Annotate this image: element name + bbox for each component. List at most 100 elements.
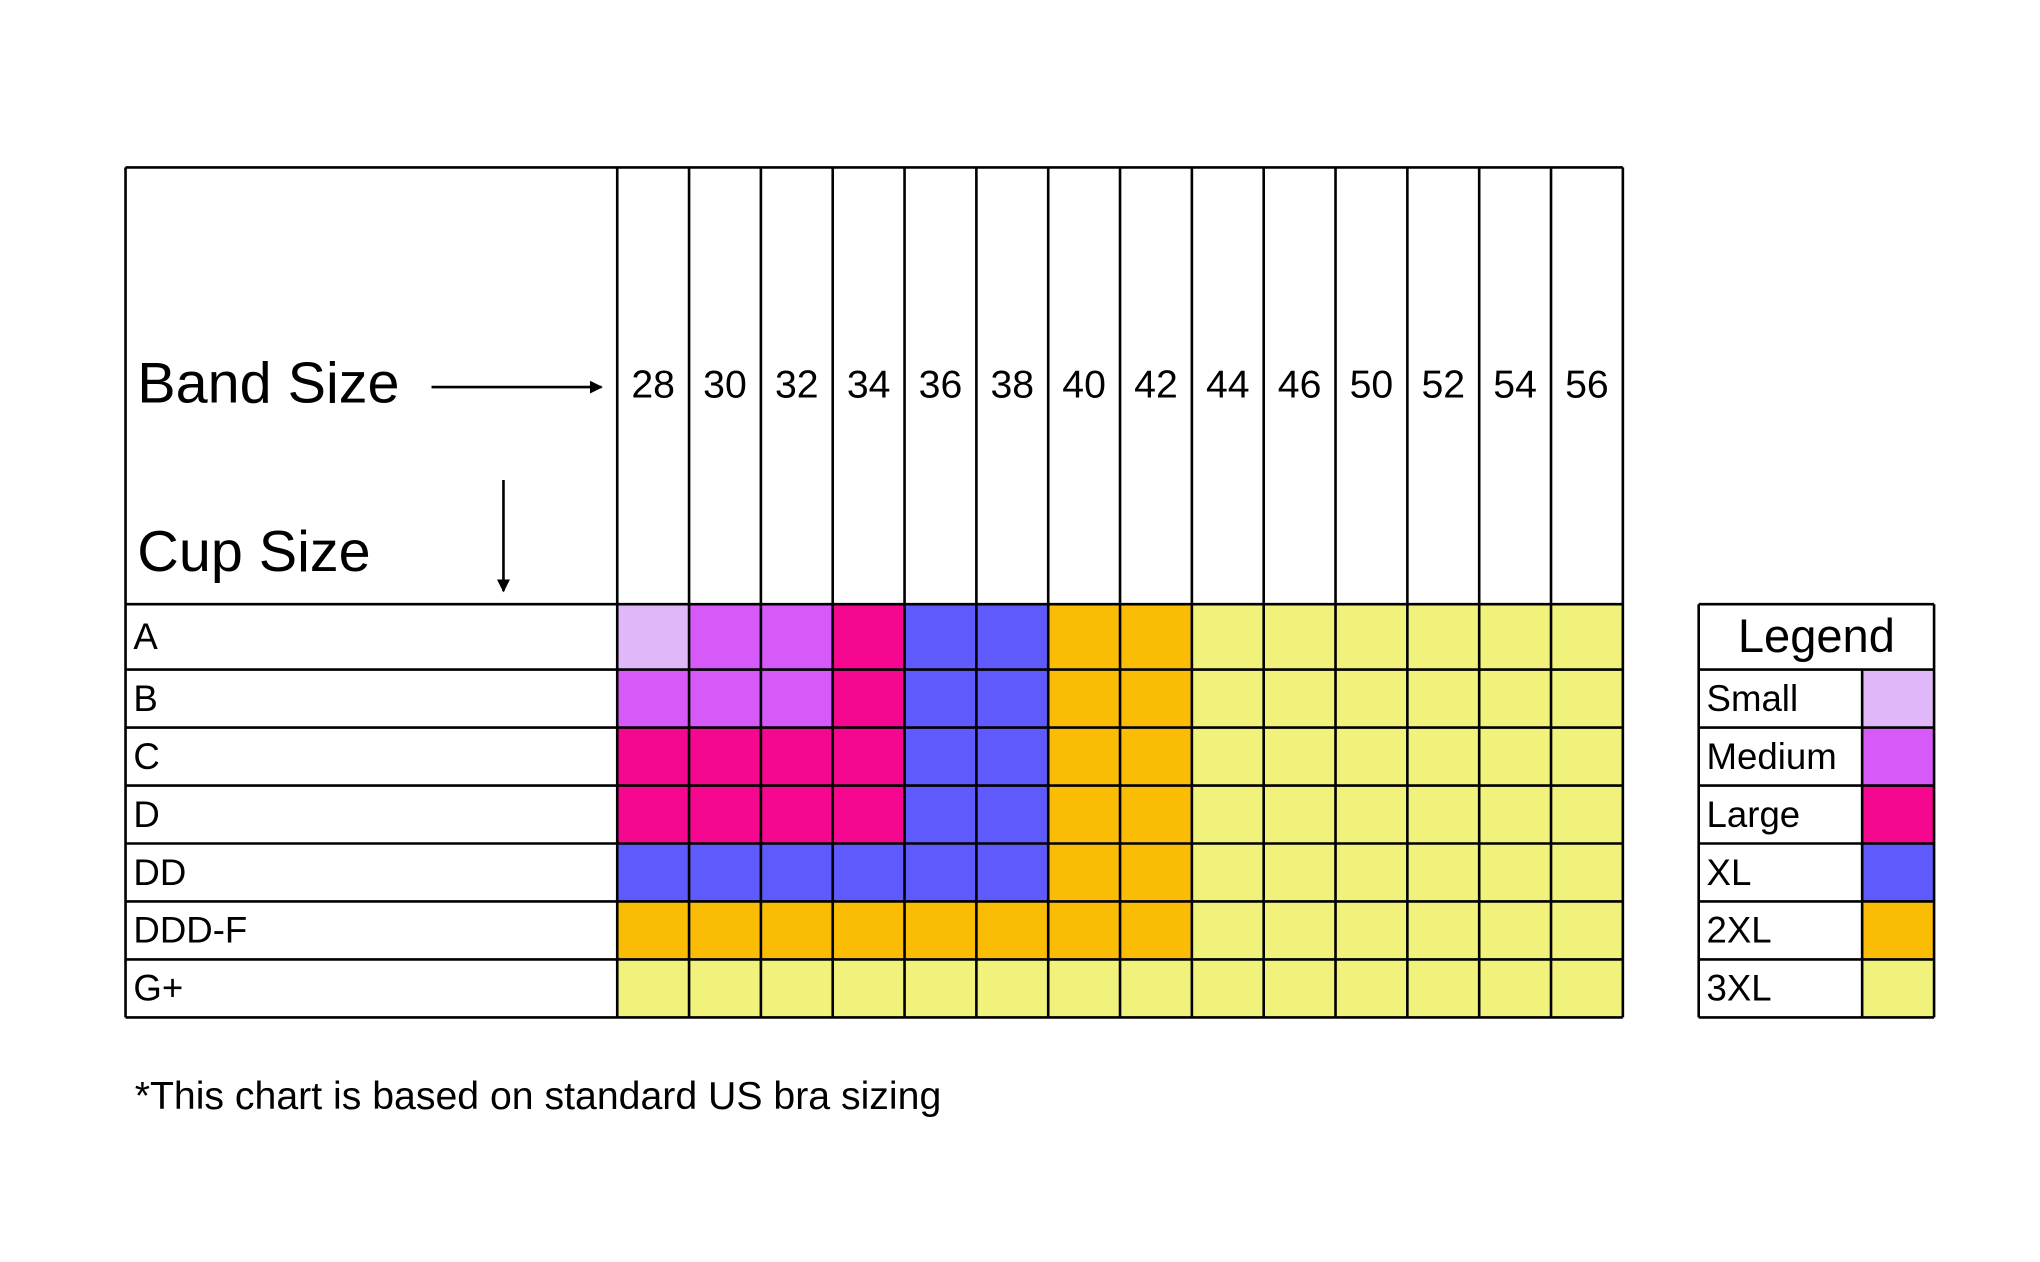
- size-cell: [1048, 604, 1121, 670]
- cup-label: DD: [133, 852, 186, 893]
- band-label: 40: [1062, 362, 1106, 406]
- size-cell: [689, 843, 761, 902]
- size-cell: [1479, 727, 1552, 786]
- size-cell: [1120, 604, 1192, 670]
- legend-swatch: [1862, 785, 1935, 844]
- legend-swatch: [1862, 727, 1935, 786]
- size-cell: [904, 727, 977, 786]
- cup-label: B: [133, 678, 157, 719]
- size-cell: [1479, 843, 1552, 902]
- size-cell: [1048, 959, 1121, 1018]
- size-cell: [1191, 604, 1264, 670]
- size-cell: [1335, 727, 1408, 786]
- size-cell: [976, 727, 1049, 786]
- size-cell: [832, 669, 905, 728]
- size-cell: [1120, 901, 1192, 960]
- size-cell: [1263, 901, 1336, 960]
- size-cell: [617, 843, 690, 902]
- size-cell: [1120, 959, 1192, 1018]
- size-cell: [617, 901, 690, 960]
- size-cell: [689, 959, 761, 1018]
- size-cell: [976, 843, 1049, 902]
- size-cell: [1263, 727, 1336, 786]
- footnote: *This chart is based on standard US bra …: [135, 1074, 942, 1118]
- legend-swatch: [1862, 901, 1935, 960]
- size-cell: [1120, 669, 1192, 728]
- size-cell: [1191, 959, 1264, 1018]
- size-cell: [1551, 959, 1623, 1018]
- size-cell: [1335, 901, 1408, 960]
- legend-title: Legend: [1738, 609, 1895, 662]
- size-cell: [904, 785, 977, 844]
- size-cell: [1191, 901, 1264, 960]
- size-cell: [1335, 959, 1408, 1018]
- band-label: 28: [631, 362, 675, 406]
- size-cell: [760, 727, 833, 786]
- size-cell: [617, 785, 690, 844]
- cup-label: A: [133, 616, 158, 657]
- size-cell: [832, 604, 905, 670]
- size-cell: [904, 843, 977, 902]
- size-cell: [976, 604, 1049, 670]
- cup-label: DDD-F: [133, 910, 247, 951]
- size-cell: [832, 727, 905, 786]
- size-cell: [832, 785, 905, 844]
- legend-swatch: [1862, 669, 1935, 728]
- size-cell: [1407, 604, 1480, 670]
- legend-swatch: [1862, 959, 1935, 1018]
- size-cell: [1191, 669, 1264, 728]
- size-cell: [1479, 785, 1552, 844]
- size-cell: [1120, 727, 1192, 786]
- size-cell: [1048, 843, 1121, 902]
- size-cell: [904, 959, 977, 1018]
- cup-size-label: Cup Size: [137, 520, 370, 584]
- legend-label: 2XL: [1707, 910, 1772, 951]
- size-cell: [1479, 959, 1552, 1018]
- size-cell: [976, 669, 1049, 728]
- size-cell: [1263, 669, 1336, 728]
- size-cell: [904, 604, 977, 670]
- size-cell: [1191, 785, 1264, 844]
- size-cell: [760, 604, 833, 670]
- size-cell: [1551, 785, 1623, 844]
- size-cell: [1048, 727, 1121, 786]
- size-cell: [904, 901, 977, 960]
- size-cell: [760, 901, 833, 960]
- size-cell: [1120, 843, 1192, 902]
- band-label: 50: [1350, 362, 1394, 406]
- legend-swatch: [1862, 843, 1935, 902]
- size-cell: [617, 604, 690, 670]
- size-cell: [1263, 843, 1336, 902]
- size-cell: [1479, 604, 1552, 670]
- size-cell: [1407, 959, 1480, 1018]
- cup-label: G+: [133, 968, 183, 1009]
- size-cell: [1335, 843, 1408, 902]
- band-label: 46: [1278, 362, 1322, 406]
- size-cell: [689, 669, 761, 728]
- size-cell: [1551, 843, 1623, 902]
- size-cell: [832, 901, 905, 960]
- size-cell: [1335, 604, 1408, 670]
- band-label: 56: [1565, 362, 1609, 406]
- size-cell: [1479, 669, 1552, 728]
- size-cell: [1551, 604, 1623, 670]
- band-label: 38: [990, 362, 1034, 406]
- size-cell: [1551, 669, 1623, 728]
- band-label: 42: [1134, 362, 1178, 406]
- size-cell: [1263, 604, 1336, 670]
- legend-label: Large: [1707, 794, 1801, 835]
- size-cell: [1120, 785, 1192, 844]
- size-cell: [1191, 727, 1264, 786]
- size-cell: [1551, 901, 1623, 960]
- size-cell: [1263, 785, 1336, 844]
- band-label: 54: [1493, 362, 1537, 406]
- size-cell: [1407, 669, 1480, 728]
- legend-label: Small: [1707, 678, 1799, 719]
- band-label: 52: [1421, 362, 1465, 406]
- size-cell: [689, 604, 761, 670]
- size-cell: [760, 785, 833, 844]
- size-cell: [904, 669, 977, 728]
- cup-label: D: [133, 794, 159, 835]
